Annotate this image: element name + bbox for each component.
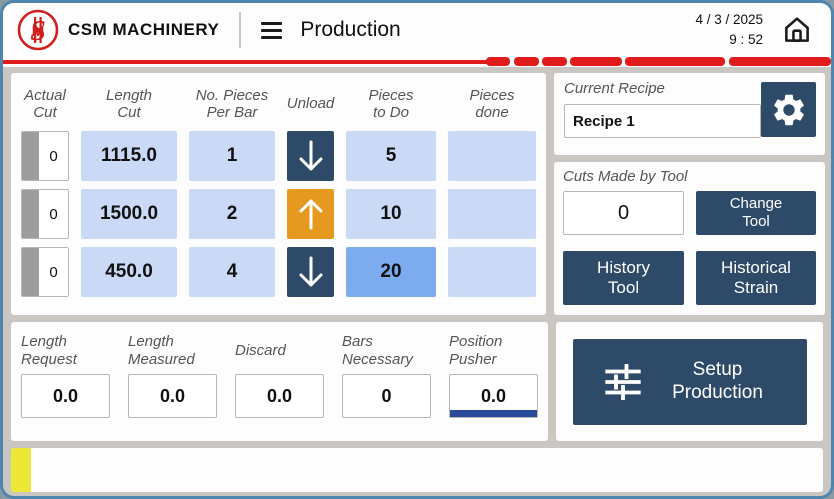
actual-cut-value: 0 bbox=[49, 205, 58, 223]
length-cut-field[interactable]: 1115.0 bbox=[81, 131, 177, 181]
gear-icon bbox=[773, 94, 804, 125]
pieces-to-do-field[interactable]: 5 bbox=[346, 131, 436, 181]
discard-label: Discard bbox=[235, 342, 286, 359]
change-tool-button[interactable]: Change Tool bbox=[696, 191, 816, 235]
menu-icon[interactable] bbox=[257, 18, 286, 43]
col-header-pieces-to-do: Pieces to Do bbox=[368, 86, 414, 121]
length-measured-value: 0.0 bbox=[128, 374, 217, 418]
pieces-per-bar-field[interactable]: 2 bbox=[189, 189, 275, 239]
header-divider bbox=[239, 12, 242, 48]
cuts-made-count: 0 bbox=[563, 191, 684, 235]
current-recipe-label: Current Recipe bbox=[564, 80, 665, 97]
home-icon bbox=[785, 17, 809, 42]
home-button[interactable] bbox=[777, 10, 817, 50]
pieces-done-field bbox=[448, 189, 536, 239]
pieces-per-bar-field[interactable]: 1 bbox=[189, 131, 275, 181]
progress-line bbox=[3, 60, 490, 64]
datetime: 4 / 3 / 2025 9 : 52 bbox=[695, 10, 763, 49]
col-header-actual-cut: Actual Cut bbox=[24, 86, 66, 121]
sliders-icon bbox=[604, 363, 641, 400]
pieces-per-bar-field[interactable]: 4 bbox=[189, 247, 275, 297]
col-header-unload: Unload bbox=[286, 95, 335, 113]
pieces-to-do-field[interactable]: 10 bbox=[346, 189, 436, 239]
brand-name: CSM MACHINERY bbox=[68, 20, 220, 39]
csm-logo: S M bbox=[17, 9, 59, 51]
progress-segment bbox=[729, 57, 831, 66]
historical-strain-button[interactable]: Historical Strain bbox=[696, 251, 816, 305]
progress-strip bbox=[3, 57, 831, 67]
tool-panel: Cuts Made by Tool 0 Change Tool History … bbox=[554, 162, 825, 315]
position-pusher-label: Position Pusher bbox=[449, 333, 503, 368]
status-yellow-block bbox=[11, 448, 31, 492]
page-title: Production bbox=[300, 18, 401, 41]
length-cut-field[interactable]: 1500.0 bbox=[81, 189, 177, 239]
cuts-made-label: Cuts Made by Tool bbox=[563, 168, 688, 185]
recipe-settings-button[interactable] bbox=[761, 82, 816, 137]
length-request-value: 0.0 bbox=[21, 374, 110, 418]
pieces-done-field bbox=[448, 247, 536, 297]
actual-cut-indicator: 0 bbox=[21, 131, 69, 181]
position-pusher-value: 0.0 bbox=[449, 374, 538, 418]
length-request-label: Length Request bbox=[21, 333, 77, 368]
actual-cut-value: 0 bbox=[49, 147, 58, 165]
progress-segment bbox=[514, 57, 539, 66]
unload-down-button[interactable] bbox=[287, 247, 334, 297]
arrow-down-icon bbox=[299, 256, 322, 287]
actual-cut-marker bbox=[22, 248, 39, 296]
actual-cut-indicator: 0 bbox=[21, 189, 69, 239]
pieces-to-do-field-selected[interactable]: 20 bbox=[346, 247, 436, 297]
progress-segment bbox=[625, 57, 725, 66]
header: S M CSM MACHINERY Production 4 / 3 / 202… bbox=[3, 3, 831, 57]
svg-text:M: M bbox=[32, 23, 45, 40]
time-label: 9 : 52 bbox=[729, 32, 763, 47]
actual-cut-value: 0 bbox=[49, 263, 58, 281]
unload-up-button[interactable] bbox=[287, 189, 334, 239]
position-pusher-indicator bbox=[450, 410, 537, 417]
actual-cut-marker bbox=[22, 190, 39, 238]
bars-necessary-label: Bars Necessary bbox=[342, 333, 413, 368]
length-cut-field[interactable]: 450.0 bbox=[81, 247, 177, 297]
arrow-down-icon bbox=[299, 140, 322, 171]
pieces-done-field bbox=[448, 131, 536, 181]
col-header-pieces-done: Pieces done bbox=[469, 86, 515, 121]
measurements-panel: Length Request Length Measured Discard B… bbox=[11, 322, 548, 441]
cut-table-rows: 0 1115.0 1 5 0 1 bbox=[21, 131, 536, 297]
progress-segment bbox=[570, 57, 622, 66]
measurement-values: 0.0 0.0 0.0 0 0.0 bbox=[21, 374, 538, 418]
bars-necessary-value: 0 bbox=[342, 374, 431, 418]
unload-down-button[interactable] bbox=[287, 131, 334, 181]
main-content: Actual Cut Length Cut No. Pieces Per Bar… bbox=[3, 67, 831, 496]
col-header-pieces-per-bar: No. Pieces Per Bar bbox=[195, 86, 269, 121]
measurement-labels: Length Request Length Measured Discard B… bbox=[21, 328, 538, 374]
progress-segment bbox=[486, 57, 510, 66]
arrow-up-icon bbox=[299, 199, 322, 230]
length-measured-label: Length Measured bbox=[128, 333, 195, 368]
cut-table-panel: Actual Cut Length Cut No. Pieces Per Bar… bbox=[11, 73, 546, 315]
actual-cut-indicator: 0 bbox=[21, 247, 69, 297]
actual-cut-marker bbox=[22, 132, 39, 180]
current-recipe-panel: Current Recipe bbox=[554, 73, 825, 155]
progress-segment bbox=[542, 57, 567, 66]
setup-production-button[interactable]: Setup Production bbox=[572, 338, 807, 425]
message-bar bbox=[11, 448, 823, 492]
discard-value: 0.0 bbox=[235, 374, 324, 418]
date-label: 4 / 3 / 2025 bbox=[695, 12, 763, 28]
setup-panel: Setup Production bbox=[556, 322, 823, 441]
history-tool-button[interactable]: History Tool bbox=[563, 251, 684, 305]
col-header-length-cut: Length Cut bbox=[106, 86, 152, 121]
cut-table-header: Actual Cut Length Cut No. Pieces Per Bar… bbox=[21, 77, 536, 131]
recipe-input[interactable] bbox=[564, 104, 761, 138]
